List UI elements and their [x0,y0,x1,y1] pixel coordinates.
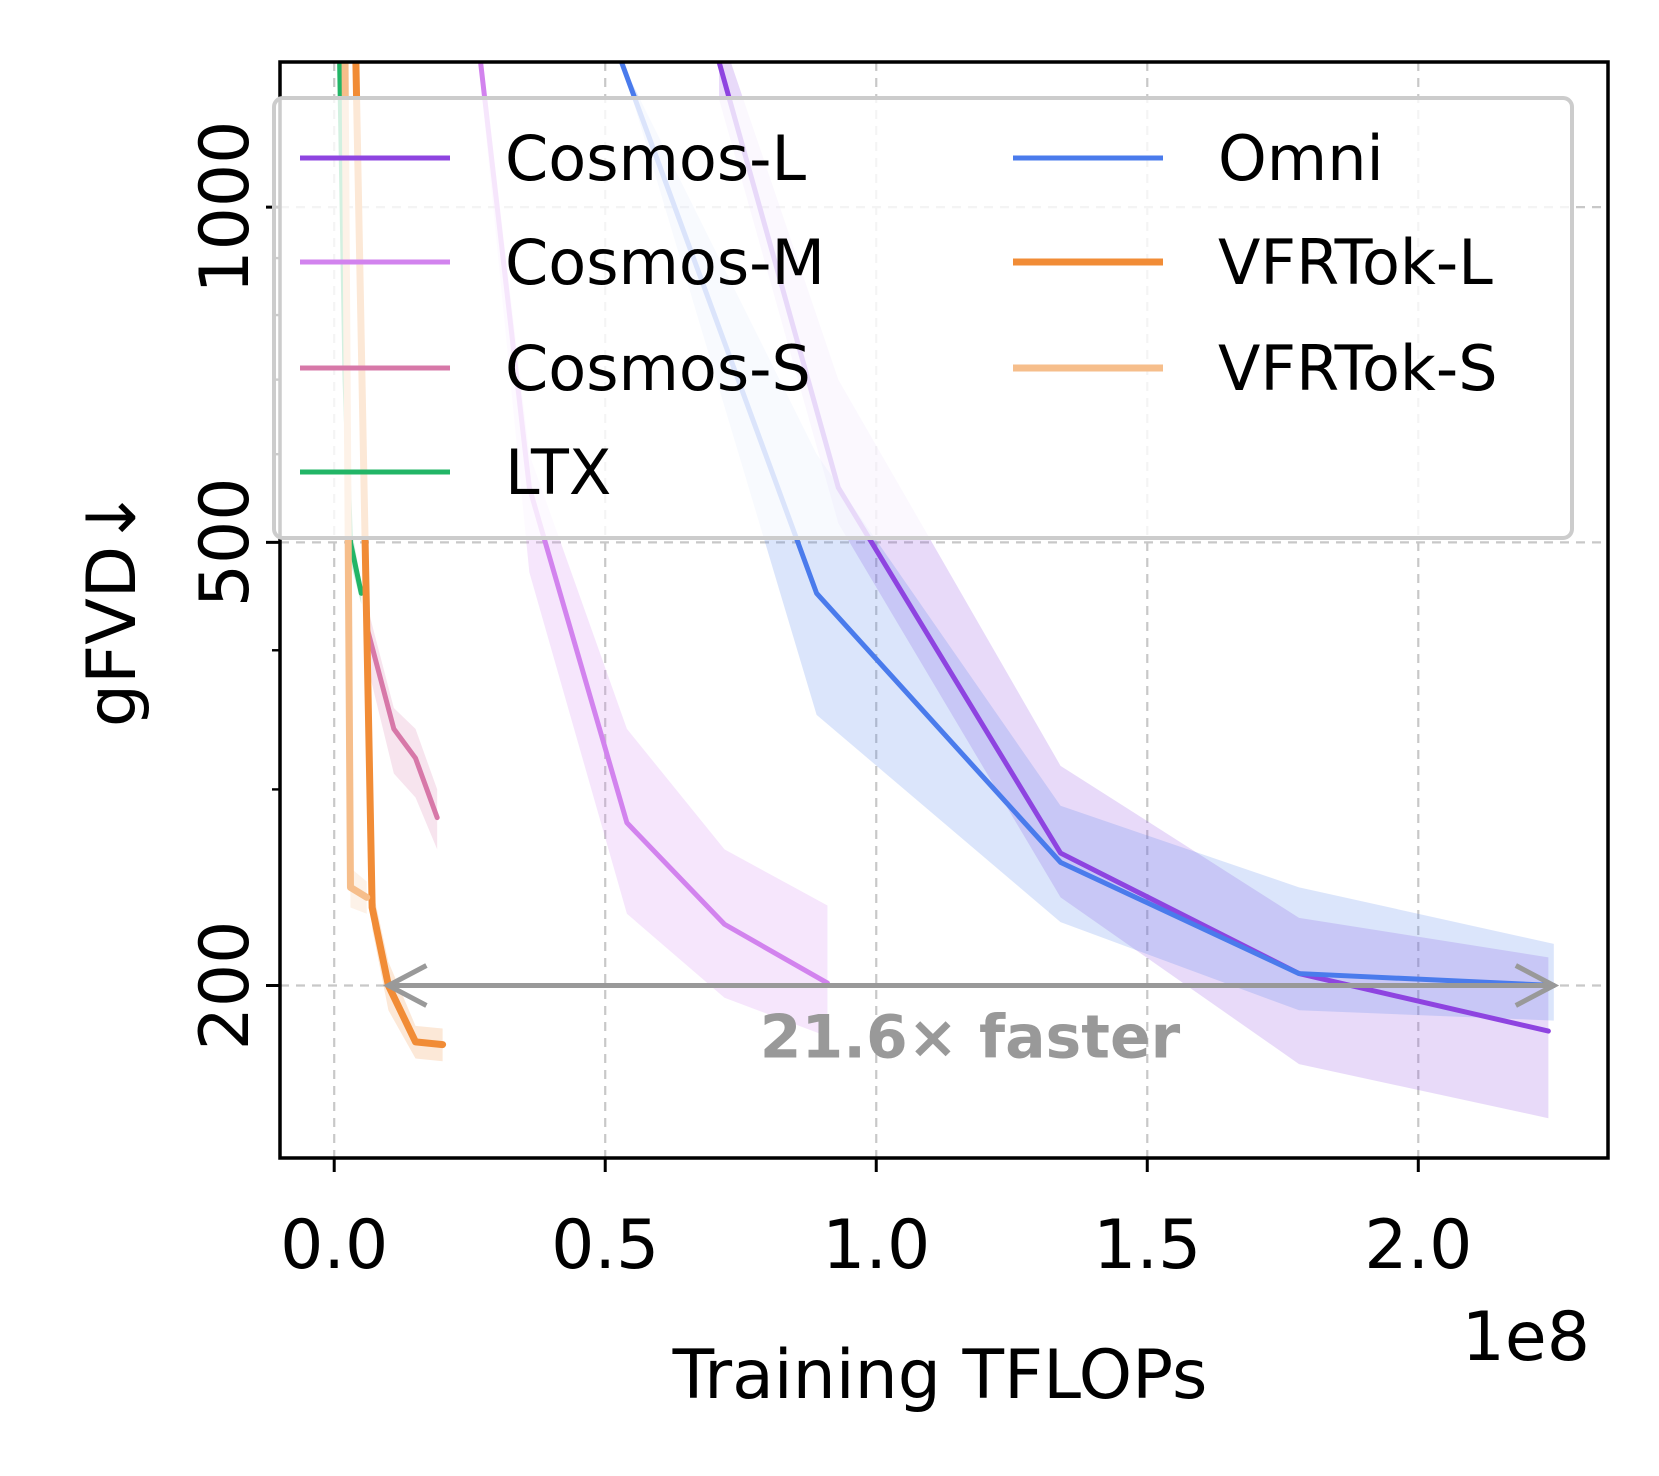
x-axis-label: Training TFLOPs [672,1336,1208,1415]
band-omni [621,62,1554,1021]
arrow-head-left [383,963,428,1008]
x-tick-label: 2.0 [1364,1206,1472,1285]
band-cosmos-s [355,62,438,850]
y-axis-ticks: 200 500 1000 [186,121,280,1051]
legend-label-omni: Omni [1218,122,1384,195]
legend-label-ltx: LTX [505,436,611,509]
legend-box [272,96,1574,540]
legend-label-cosmos-l: Cosmos-L [505,122,807,195]
y-axis-label: gFVD↓ [73,489,152,727]
x-tick-label: 0.0 [280,1206,388,1285]
band-cosmos-m [480,62,828,1037]
legend-label-cosmos-m: Cosmos-M [505,226,825,299]
y-tick-label: 200 [186,921,265,1051]
axes-frame [278,60,1610,1160]
y-tick-label: 1000 [186,121,265,294]
legend-label-cosmos-s: Cosmos-S [505,332,811,405]
x-axis-ticks: 0.0 0.5 1.0 1.5 2.0 [280,1158,1472,1285]
legend-label-vfrtok-l: VFRTok-L [1218,226,1493,299]
legend: Cosmos-L Cosmos-M Cosmos-S LTX Omni VFRTok-L V… [272,96,1574,540]
x-offset-text: 1e8 [1462,1298,1590,1377]
arrow-head-right [1514,963,1560,1008]
speedup-arrow: 21.6× faster [383,963,1560,1073]
x-tick-label: 1.0 [822,1206,930,1285]
x-tick-label: 1.5 [1093,1206,1201,1285]
x-tick-label: 0.5 [551,1206,659,1285]
annotation-label: 21.6× faster [760,1003,1181,1073]
legend-label-vfrtok-s: VFRTok-S [1218,332,1498,405]
y-tick-label: 500 [186,477,265,607]
